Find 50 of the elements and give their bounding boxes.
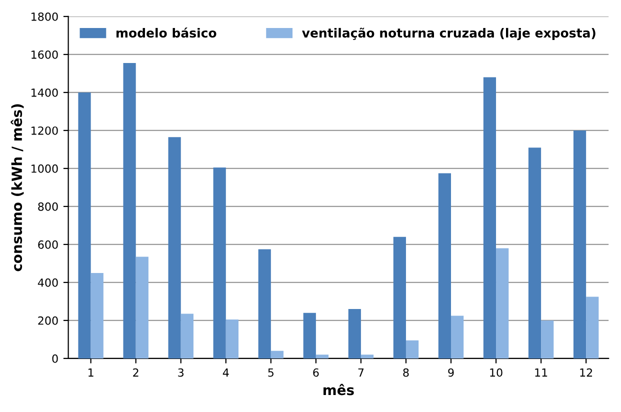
- y-tick-label: 0: [52, 354, 58, 363]
- bar: [213, 168, 226, 358]
- bar: [573, 130, 586, 358]
- bar: [136, 256, 148, 358]
- bar: [360, 354, 374, 358]
- y-tick-label: 400: [38, 278, 58, 287]
- bar: [316, 354, 329, 358]
- bar: [438, 173, 451, 358]
- y-axis-title: consumo (kWh / mês): [10, 104, 24, 272]
- bar: [451, 316, 464, 358]
- bar: [586, 296, 599, 358]
- x-tick-label: 5: [268, 368, 274, 377]
- y-tick-label: 200: [38, 316, 58, 325]
- bar: [406, 340, 419, 358]
- bar: [348, 309, 361, 358]
- bar: [168, 137, 181, 358]
- y-tick-label: 1800: [32, 12, 58, 21]
- x-tick-label: 2: [133, 368, 138, 377]
- bar: [226, 319, 238, 358]
- bar: [496, 248, 509, 358]
- x-tick-label: 7: [358, 368, 364, 377]
- legend-label: ventilação noturna cruzada (laje exposta): [302, 28, 596, 40]
- bar: [393, 236, 406, 358]
- x-tick-label: 12: [580, 368, 592, 377]
- y-tick-label: 1600: [32, 50, 58, 59]
- bar: [258, 249, 271, 358]
- y-tick-label: 600: [38, 240, 58, 249]
- x-tick-label: 1: [88, 368, 94, 377]
- x-tick-label: 3: [178, 368, 184, 377]
- x-axis-title: mês: [324, 384, 354, 396]
- x-tick-label: 4: [222, 368, 229, 377]
- bar: [483, 77, 496, 358]
- y-tick-label: 1200: [32, 126, 58, 135]
- x-tick-label: 9: [448, 368, 454, 377]
- x-tick-label: 8: [403, 368, 409, 377]
- bar: [180, 314, 194, 358]
- bar: [528, 148, 542, 358]
- bar: [123, 63, 136, 358]
- bar: [303, 312, 316, 358]
- x-tick-label: 11: [535, 368, 548, 377]
- bar: [270, 350, 284, 358]
- y-tick-label: 1400: [32, 88, 58, 97]
- bar: [541, 320, 554, 358]
- x-tick-label: 6: [313, 368, 319, 377]
- legend-label: modelo básico: [116, 27, 216, 38]
- x-tick-label: 10: [490, 368, 502, 377]
- bar: [78, 92, 91, 358]
- bar: [90, 272, 104, 358]
- y-tick-label: 800: [38, 202, 58, 211]
- y-tick-label: 1000: [32, 164, 58, 173]
